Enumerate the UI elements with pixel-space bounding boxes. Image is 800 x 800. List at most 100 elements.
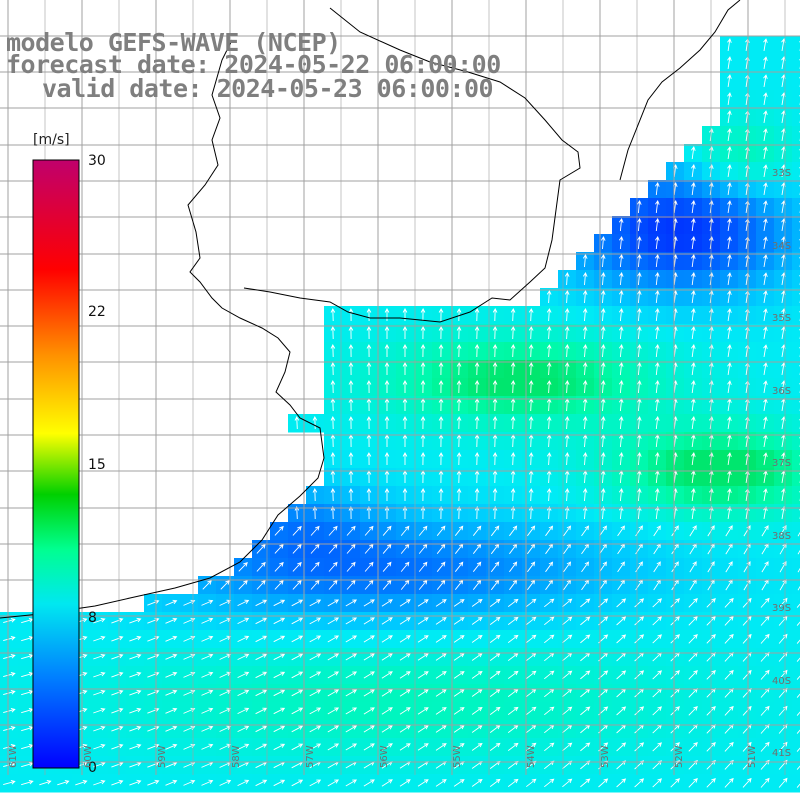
wind-arrow bbox=[255, 743, 268, 751]
wind-cell bbox=[792, 702, 800, 721]
wind-arrow bbox=[384, 416, 390, 429]
wind-arrow bbox=[3, 726, 16, 732]
wind-arrow bbox=[384, 488, 390, 501]
wind-arrow bbox=[309, 689, 322, 697]
wind-arrow bbox=[727, 110, 732, 123]
wind-arrow bbox=[637, 254, 642, 268]
wind-arrow bbox=[509, 561, 518, 573]
wind-arrow bbox=[489, 742, 501, 751]
wind-arrow bbox=[691, 506, 696, 520]
wind-cell bbox=[792, 90, 800, 109]
wind-arrow bbox=[582, 362, 588, 376]
wind-arrow bbox=[453, 617, 465, 625]
wind-arrow bbox=[670, 706, 680, 716]
wind-arrow bbox=[670, 616, 680, 626]
wind-arrow bbox=[490, 561, 500, 573]
wind-arrow bbox=[201, 743, 214, 750]
wind-arrow bbox=[453, 689, 465, 697]
wind-arrow bbox=[418, 561, 428, 572]
wind-arrow bbox=[399, 689, 411, 697]
wind-arrow bbox=[652, 598, 662, 608]
wind-arrow bbox=[727, 182, 732, 195]
wind-arrow bbox=[402, 344, 408, 357]
wind-arrow bbox=[384, 326, 390, 339]
wind-arrow bbox=[456, 416, 462, 430]
lon-label: 59W bbox=[157, 745, 168, 768]
wind-arrow bbox=[327, 671, 340, 679]
wind-arrow bbox=[778, 741, 788, 752]
wind-arrow bbox=[688, 598, 698, 608]
wind-cell bbox=[792, 666, 800, 685]
wind-arrow bbox=[691, 146, 696, 160]
wind-arrow bbox=[363, 635, 375, 643]
wind-arrow bbox=[366, 326, 372, 340]
wind-arrow bbox=[256, 543, 266, 554]
wind-arrow bbox=[474, 506, 480, 520]
wind-arrow bbox=[346, 561, 356, 572]
wind-arrow bbox=[255, 689, 268, 697]
wind-arrow bbox=[763, 74, 768, 87]
wind-arrow bbox=[655, 200, 660, 214]
wind-arrow bbox=[490, 525, 500, 537]
wind-arrow bbox=[742, 705, 752, 716]
wind-arrow bbox=[346, 525, 356, 536]
wind-arrow bbox=[381, 743, 393, 751]
lon-label: 60W bbox=[83, 745, 94, 768]
lat-lon-grid bbox=[0, 0, 800, 775]
wind-arrow bbox=[456, 362, 462, 376]
wind-arrow bbox=[273, 743, 286, 751]
wind-arrow bbox=[418, 525, 428, 536]
wind-arrow bbox=[727, 92, 732, 105]
wind-arrow bbox=[327, 599, 340, 607]
wind-arrow bbox=[544, 616, 555, 626]
wind-arrow bbox=[456, 488, 462, 502]
wind-arrow bbox=[616, 616, 627, 626]
wind-arrow bbox=[93, 707, 106, 714]
wind-arrow bbox=[399, 599, 411, 607]
wind-arrow bbox=[727, 38, 732, 51]
wind-arrow bbox=[727, 200, 732, 213]
wind-arrow bbox=[454, 561, 464, 572]
wind-arrow bbox=[400, 561, 410, 572]
wind-arrow bbox=[599, 561, 607, 573]
wind-arrow bbox=[489, 616, 501, 625]
wind-arrow bbox=[292, 525, 302, 536]
wind-arrow bbox=[616, 706, 627, 716]
wind-arrow bbox=[402, 380, 408, 393]
wind-arrow bbox=[778, 633, 788, 644]
wind-arrow bbox=[671, 561, 679, 573]
wind-arrow bbox=[637, 308, 642, 322]
wind-arrow bbox=[348, 326, 354, 340]
wind-arrow bbox=[129, 671, 142, 678]
wind-arrow bbox=[474, 452, 480, 466]
wind-arrow bbox=[670, 598, 680, 608]
wind-arrow bbox=[637, 452, 642, 466]
wind-arrow bbox=[618, 488, 624, 502]
wind-arrow bbox=[691, 290, 696, 304]
wind-arrow bbox=[727, 452, 732, 465]
wind-arrow bbox=[472, 561, 482, 572]
wind-arrow bbox=[312, 506, 318, 520]
wind-arrow bbox=[93, 689, 106, 696]
wind-arrow bbox=[310, 561, 320, 572]
wind-arrow bbox=[727, 236, 732, 249]
wind-arrow bbox=[363, 743, 375, 751]
wind-arrow bbox=[528, 452, 534, 466]
wind-arrow bbox=[580, 598, 591, 608]
wind-arrow bbox=[474, 416, 480, 430]
wind-arrow bbox=[528, 380, 534, 394]
wind-arrow bbox=[510, 326, 516, 340]
wind-arrow bbox=[637, 290, 642, 304]
wind-arrow bbox=[3, 780, 16, 786]
wind-arrow bbox=[330, 380, 336, 394]
wind-arrow bbox=[345, 743, 358, 751]
wind-arrow bbox=[528, 488, 534, 502]
wind-arrow bbox=[509, 525, 518, 537]
wind-arrow bbox=[778, 597, 788, 608]
wind-arrow bbox=[363, 671, 375, 679]
lat-label: 39S bbox=[772, 603, 792, 614]
wind-arrow bbox=[528, 326, 534, 340]
wind-arrow bbox=[129, 707, 142, 714]
wind-arrow bbox=[456, 344, 462, 358]
wind-arrow bbox=[420, 380, 426, 394]
